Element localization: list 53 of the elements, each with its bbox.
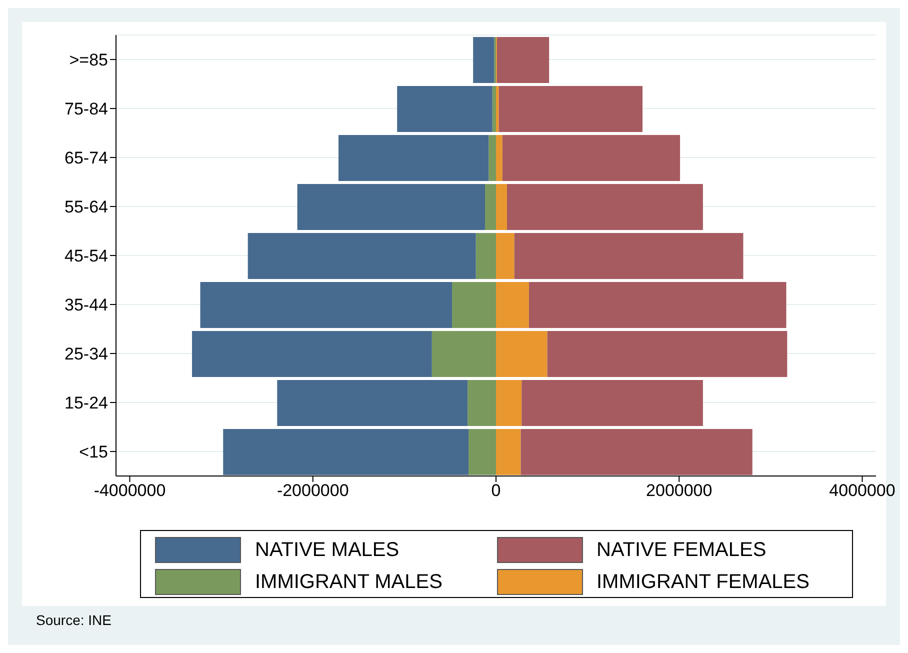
y-tick-label: >=85 bbox=[69, 50, 108, 70]
bar bbox=[498, 86, 643, 132]
bar bbox=[496, 233, 514, 279]
bar bbox=[496, 429, 521, 475]
x-tick-label: 2000000 bbox=[646, 481, 712, 500]
bar bbox=[502, 135, 680, 181]
bar bbox=[496, 86, 499, 132]
x-tick-label: 0 bbox=[491, 481, 501, 500]
bar bbox=[496, 331, 548, 377]
bar bbox=[496, 184, 507, 230]
x-tick-label: -4000000 bbox=[94, 481, 166, 500]
bar bbox=[452, 282, 496, 328]
bar bbox=[520, 429, 752, 475]
bar bbox=[248, 233, 476, 279]
legend-label: IMMIGRANT MALES bbox=[255, 570, 442, 594]
bar bbox=[297, 184, 486, 230]
legend-label: NATIVE FEMALES bbox=[596, 538, 766, 562]
bar bbox=[496, 37, 550, 83]
y-tick-label: 75-84 bbox=[64, 100, 108, 119]
bar bbox=[528, 282, 786, 328]
bar bbox=[468, 380, 496, 426]
bar bbox=[506, 184, 703, 230]
bar bbox=[488, 135, 496, 181]
bar bbox=[473, 37, 494, 83]
bar bbox=[476, 233, 496, 279]
bar bbox=[432, 331, 496, 377]
y-tick-label: 45-54 bbox=[64, 246, 108, 266]
bar bbox=[496, 380, 522, 426]
y-tick-label: 25-34 bbox=[64, 344, 108, 364]
source-note: Source: INE bbox=[36, 612, 112, 628]
bar bbox=[468, 429, 496, 475]
bar bbox=[514, 233, 744, 279]
bar bbox=[492, 86, 496, 132]
bar bbox=[338, 135, 489, 181]
bar bbox=[397, 86, 492, 132]
bar bbox=[485, 184, 496, 230]
y-tick-label: 55-64 bbox=[64, 198, 108, 217]
bar bbox=[547, 331, 788, 377]
bar bbox=[496, 282, 529, 328]
y-tick-label: 15-24 bbox=[64, 394, 108, 413]
y-tick-label: 65-74 bbox=[64, 148, 108, 168]
y-tick-label: 35-44 bbox=[64, 296, 108, 315]
x-tick-label: -2000000 bbox=[276, 481, 349, 500]
y-tick-label: <15 bbox=[79, 442, 108, 462]
x-tick-label: 4000000 bbox=[829, 481, 896, 500]
bar bbox=[223, 429, 469, 475]
bar bbox=[522, 380, 703, 426]
bar bbox=[496, 135, 502, 181]
legend-label: IMMIGRANT FEMALES bbox=[596, 570, 810, 594]
legend-label: NATIVE MALES bbox=[255, 538, 400, 562]
bar bbox=[192, 331, 432, 377]
bar bbox=[200, 282, 452, 328]
bar bbox=[277, 380, 468, 426]
